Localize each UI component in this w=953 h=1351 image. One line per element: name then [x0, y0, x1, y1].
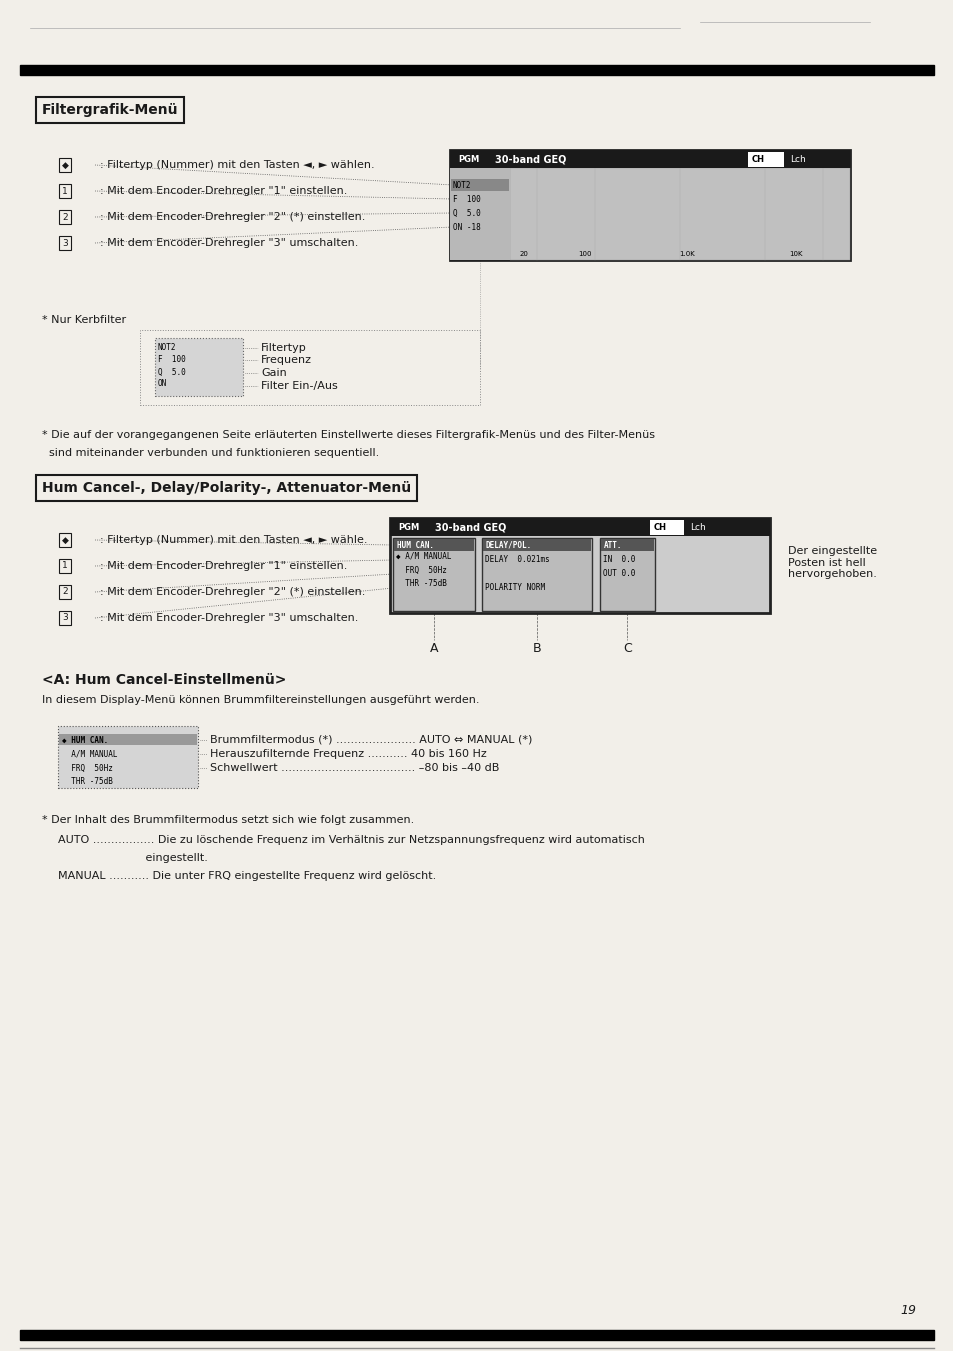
Text: 1.0K: 1.0K	[679, 251, 694, 257]
Text: POLARITY NORM: POLARITY NORM	[484, 584, 544, 593]
Bar	[510, 168, 849, 259]
Text: NOT2: NOT2	[453, 181, 471, 189]
Bar	[481, 538, 592, 611]
Bar	[59, 734, 196, 744]
Text: FRQ  50Hz: FRQ 50Hz	[62, 763, 112, 773]
Text: 2: 2	[62, 588, 68, 597]
Text: * Nur Kerbfilter: * Nur Kerbfilter	[42, 315, 126, 326]
Text: <A: Hum Cancel-Einstellmenü>: <A: Hum Cancel-Einstellmenü>	[42, 673, 286, 688]
Text: ◆: ◆	[62, 161, 69, 169]
Bar	[20, 65, 933, 76]
Text: THR -75dB: THR -75dB	[395, 580, 446, 589]
Text: 30-band GEQ: 30-band GEQ	[435, 521, 506, 532]
Text: Brummfiltermodus (*) ...................... AUTO ⇔ MANUAL (*): Brummfiltermodus (*) ...................…	[210, 735, 532, 744]
Bar	[450, 168, 510, 259]
Text: F  100: F 100	[453, 195, 480, 204]
Text: sind miteinander verbunden und funktionieren sequentiell.: sind miteinander verbunden und funktioni…	[42, 449, 379, 458]
Text: In diesem Display-Menü können Brummfiltereinstellungen ausgeführt werden.: In diesem Display-Menü können Brummfilte…	[42, 694, 479, 705]
Text: 2: 2	[62, 212, 68, 222]
Text: 100: 100	[578, 251, 591, 257]
Text: THR -75dB: THR -75dB	[62, 777, 112, 786]
Text: Schwellwert ..................................... –80 bis –40 dB: Schwellwert ............................…	[210, 763, 498, 773]
Bar	[58, 725, 198, 788]
Text: 19: 19	[899, 1304, 915, 1316]
Bar	[20, 1329, 933, 1340]
Text: : Mit dem Encoder-Drehregler "3" umschalten.: : Mit dem Encoder-Drehregler "3" umschal…	[100, 238, 358, 249]
Text: OUT 0.0: OUT 0.0	[602, 570, 635, 578]
Text: : Mit dem Encoder-Drehregler "3" umschalten.: : Mit dem Encoder-Drehregler "3" umschal…	[100, 613, 358, 623]
Text: CH: CH	[751, 154, 764, 163]
Text: : Mit dem Encoder-Drehregler "1" einstellen.: : Mit dem Encoder-Drehregler "1" einstel…	[100, 561, 347, 571]
Text: : Mit dem Encoder-Drehregler "2" (*) einstellen.: : Mit dem Encoder-Drehregler "2" (*) ein…	[100, 212, 365, 222]
Bar	[450, 150, 849, 168]
Text: PGM: PGM	[457, 154, 478, 163]
Text: A: A	[429, 642, 437, 654]
Text: F  100: F 100	[158, 355, 186, 365]
Bar	[393, 538, 475, 611]
Text: FRQ  50Hz: FRQ 50Hz	[395, 566, 446, 574]
Bar	[394, 539, 474, 551]
Text: Lch: Lch	[689, 523, 705, 531]
Text: eingestellt.: eingestellt.	[58, 852, 208, 863]
Text: 3: 3	[62, 239, 68, 247]
Text: CH: CH	[654, 523, 666, 531]
Text: : Filtertyp (Nummer) mit den Tasten ◄, ► wählen.: : Filtertyp (Nummer) mit den Tasten ◄, ►…	[100, 159, 375, 170]
Bar	[600, 539, 654, 551]
Bar	[451, 178, 509, 190]
Text: 10K: 10K	[788, 251, 801, 257]
Text: IN  0.0: IN 0.0	[602, 555, 635, 565]
Text: C: C	[622, 642, 631, 654]
Text: NOT2: NOT2	[158, 343, 176, 353]
Bar	[649, 520, 683, 535]
Bar	[482, 539, 590, 551]
Text: DELAY/POL.: DELAY/POL.	[485, 540, 532, 550]
Bar	[599, 538, 655, 611]
Text: 3: 3	[62, 613, 68, 623]
Text: Filter Ein-/Aus: Filter Ein-/Aus	[261, 381, 337, 390]
Text: Frequenz: Frequenz	[261, 355, 312, 365]
Text: 20: 20	[518, 251, 527, 257]
Text: Filtertyp: Filtertyp	[261, 343, 307, 353]
Text: ◆ HUM CAN.: ◆ HUM CAN.	[62, 735, 108, 744]
Bar	[140, 330, 479, 405]
Text: ON -18: ON -18	[453, 223, 480, 231]
Bar	[390, 517, 769, 536]
Bar	[390, 517, 769, 613]
Bar	[747, 153, 783, 168]
Text: PGM: PGM	[397, 523, 418, 531]
Text: : Mit dem Encoder-Drehregler "2" (*) einstellen.: : Mit dem Encoder-Drehregler "2" (*) ein…	[100, 586, 365, 597]
Text: * Der Inhalt des Brummfiltermodus setzt sich wie folgt zusammen.: * Der Inhalt des Brummfiltermodus setzt …	[42, 815, 414, 825]
Text: DELAY  0.021ms: DELAY 0.021ms	[484, 555, 549, 565]
Text: Gain: Gain	[261, 367, 287, 378]
Text: Q  5.0: Q 5.0	[453, 208, 480, 218]
Text: Hum Cancel-, Delay/Polarity-, Attenuator-Menü: Hum Cancel-, Delay/Polarity-, Attenuator…	[42, 481, 411, 494]
Text: B: B	[532, 642, 540, 654]
Text: Filtergrafik-Menü: Filtergrafik-Menü	[42, 103, 178, 118]
Text: Der eingestellte
Posten ist hell
hervorgehoben.: Der eingestellte Posten ist hell hervorg…	[787, 546, 876, 580]
Text: HUM CAN.: HUM CAN.	[396, 540, 434, 550]
Text: 30-band GEQ: 30-band GEQ	[495, 154, 566, 163]
Text: ◆ A/M MANUAL: ◆ A/M MANUAL	[395, 551, 451, 561]
Text: AUTO ................. Die zu löschende Frequenz im Verhältnis zur Netzspannungs: AUTO ................. Die zu löschende …	[58, 835, 644, 844]
Text: Q  5.0: Q 5.0	[158, 367, 186, 377]
Text: : Filtertyp (Nummer) mit den Tasten ◄, ► wähle.: : Filtertyp (Nummer) mit den Tasten ◄, ►…	[100, 535, 367, 544]
Text: MANUAL ........... Die unter FRQ eingestellte Frequenz wird gelöscht.: MANUAL ........... Die unter FRQ eingest…	[58, 871, 436, 881]
Text: 1: 1	[62, 186, 68, 196]
Bar	[154, 338, 243, 396]
Text: : Mit dem Encoder-Drehregler "1" einstellen.: : Mit dem Encoder-Drehregler "1" einstel…	[100, 186, 347, 196]
Text: Lch: Lch	[789, 154, 805, 163]
Text: Herauszufilternde Frequenz ........... 40 bis 160 Hz: Herauszufilternde Frequenz ........... 4…	[210, 748, 486, 759]
Text: * Die auf der vorangegangenen Seite erläuterten Einstellwerte dieses Filtergrafi: * Die auf der vorangegangenen Seite erlä…	[42, 430, 655, 440]
Text: 1: 1	[62, 562, 68, 570]
Bar	[450, 150, 849, 259]
Text: ATT.: ATT.	[603, 540, 622, 550]
Text: ◆: ◆	[62, 535, 69, 544]
Text: A/M MANUAL: A/M MANUAL	[62, 750, 117, 758]
Text: ON: ON	[158, 380, 167, 389]
